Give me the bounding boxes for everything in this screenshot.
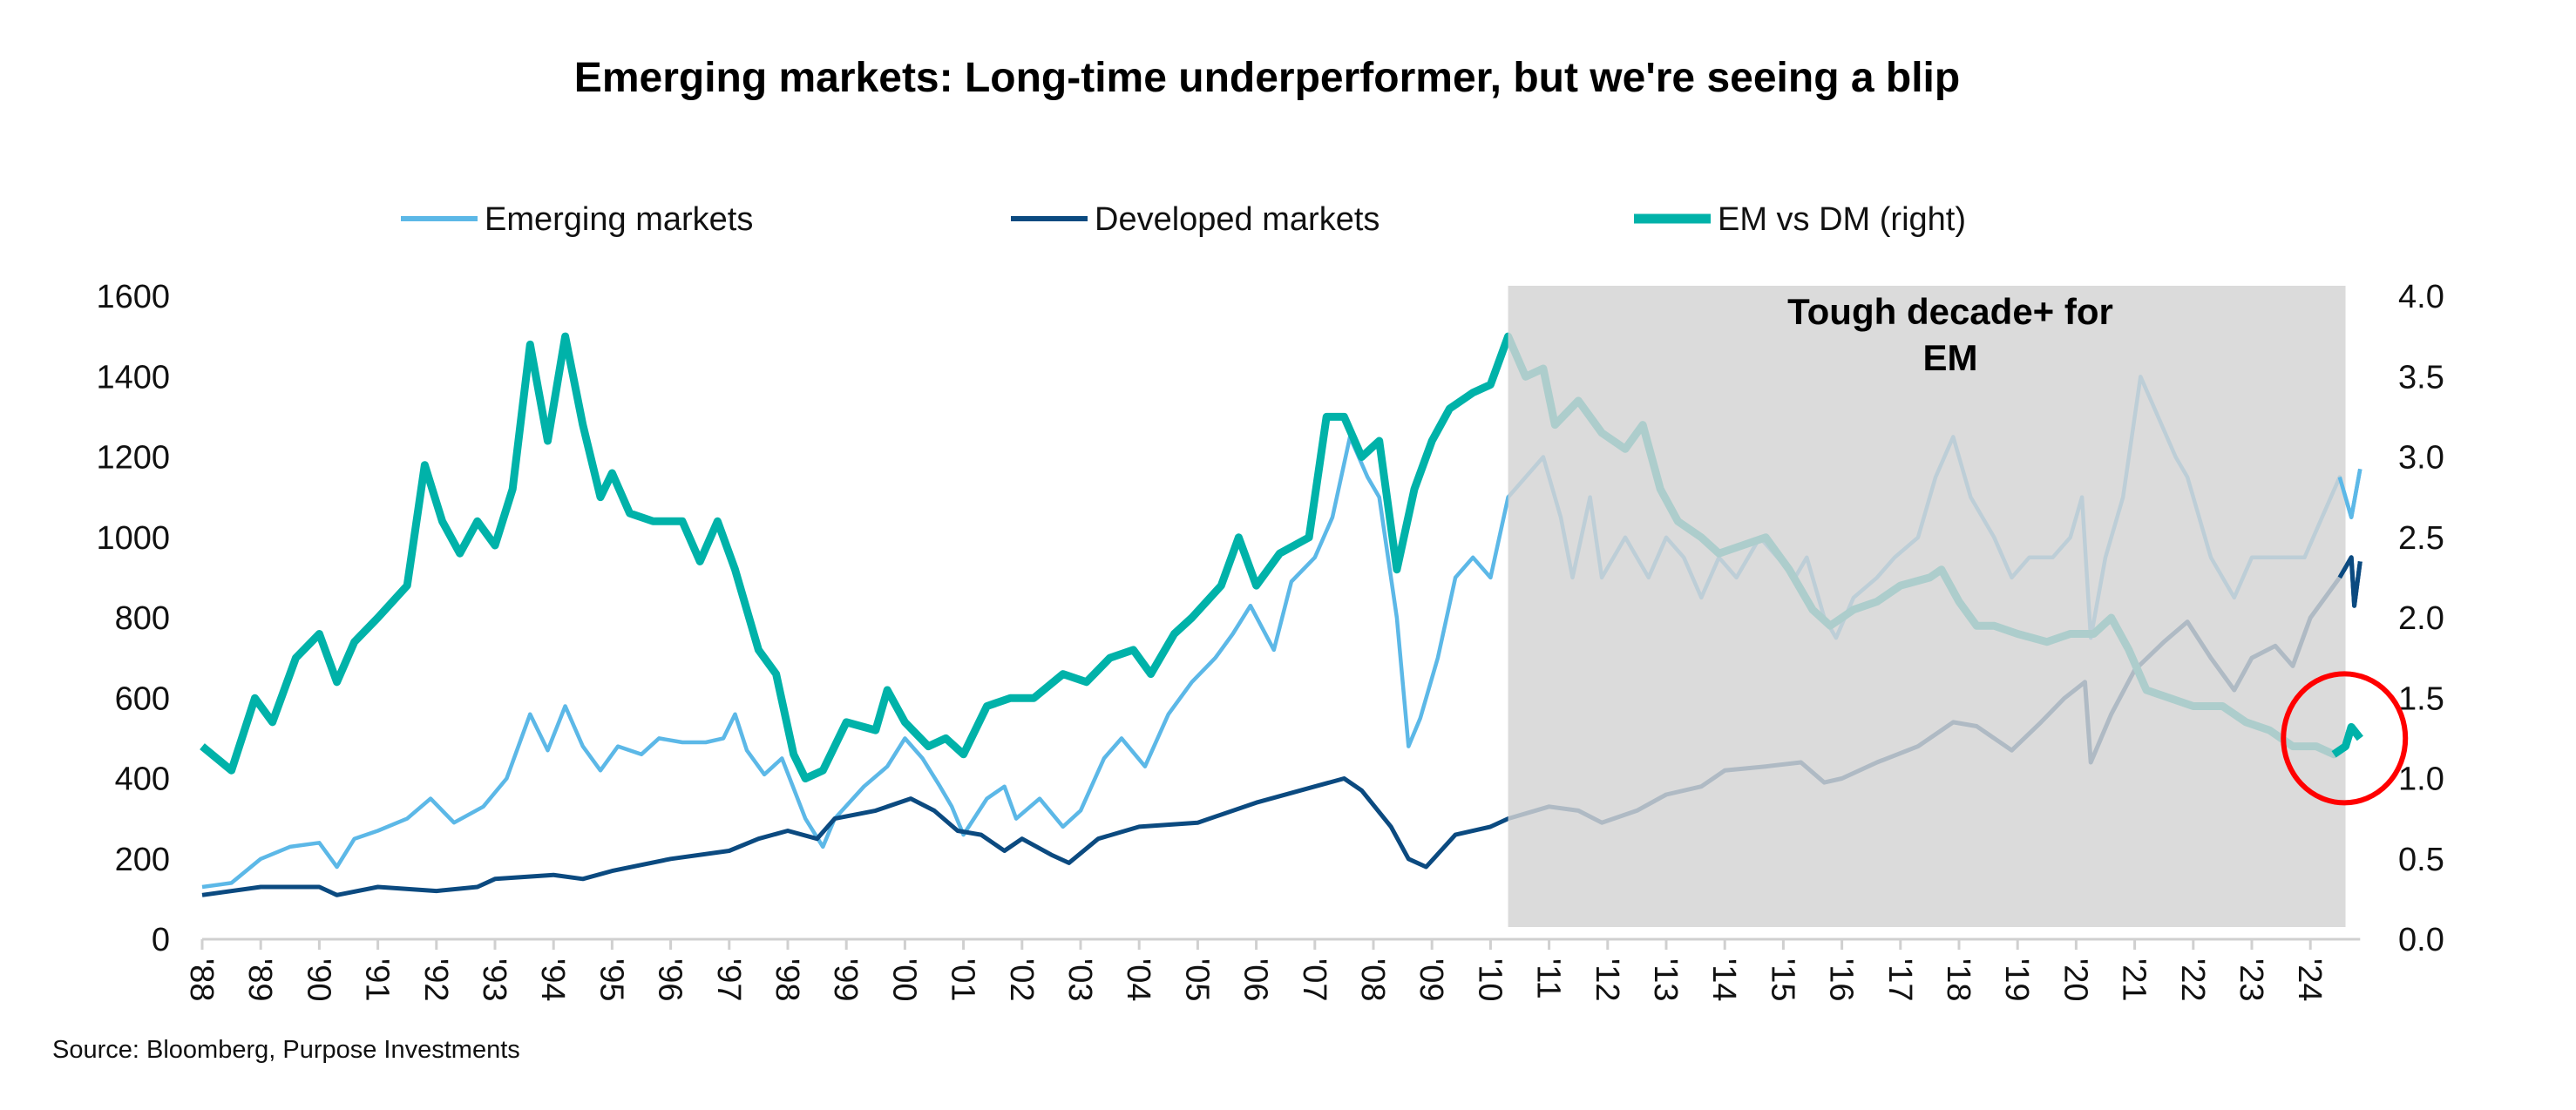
- y-right-tick-label: 0.0: [2398, 922, 2444, 958]
- x-tick-label: '19: [1998, 958, 2035, 1002]
- y-right-tick-label: 0.5: [2398, 842, 2444, 878]
- y-right-tick-label: 2.0: [2398, 600, 2444, 637]
- x-tick-label: '89: [241, 958, 278, 1002]
- axes: '88 '89 '90 '91 '92 '93 '94 '95 '96 '97 '98 '99 '00 '…: [96, 279, 2444, 1002]
- y-left-tick-label: 800: [115, 600, 170, 637]
- x-tick-label: '98: [769, 958, 805, 1002]
- x-tick-label: '95: [593, 958, 629, 1002]
- x-tick-label: '23: [2233, 958, 2269, 1002]
- annotation-line-1: Tough decade+ for: [1787, 291, 2113, 332]
- x-tick-label: '88: [183, 958, 220, 1002]
- series-tail-2: [2337, 555, 2362, 608]
- y-left-tick-label: 1000: [96, 520, 170, 557]
- x-tick-label: '15: [1764, 958, 1800, 1002]
- x-tick-label: '17: [1881, 958, 1918, 1002]
- x-tick-label: '21: [2116, 958, 2152, 1002]
- y-right-tick-label: 2.5: [2398, 520, 2444, 557]
- y-right-tick-label: 3.5: [2398, 359, 2444, 396]
- x-tick-label: '05: [1178, 958, 1215, 1002]
- highlight-circle: [2281, 671, 2409, 806]
- x-tick-label: '97: [710, 958, 747, 1002]
- legend-label-2: Developed markets: [1095, 201, 1380, 238]
- y-left-tick-label: 200: [115, 842, 170, 878]
- x-tick-label: '20: [2057, 958, 2093, 1002]
- x-tick-label: '08: [1354, 958, 1391, 1002]
- y-right-tick-label: 1.5: [2398, 680, 2444, 717]
- x-tick-label: '06: [1237, 958, 1274, 1002]
- chart-title: Emerging markets: Long-time underperform…: [574, 55, 1960, 101]
- x-tick-label: '99: [827, 958, 864, 1002]
- y-left-tick-label: 0: [152, 922, 170, 958]
- x-tick-label: '92: [417, 958, 454, 1002]
- legend-label-3: EM vs DM (right): [1718, 201, 1966, 238]
- x-tick-label: '03: [1061, 958, 1098, 1002]
- x-tick-label: '00: [885, 958, 922, 1002]
- x-tick-label: '93: [476, 958, 512, 1002]
- shaded-region: [1508, 286, 2346, 927]
- x-tick-label: '24: [2291, 958, 2328, 1002]
- legend: Emerging markets Developed markets EM vs D…: [401, 201, 1966, 238]
- x-tick-label: '12: [1589, 958, 1625, 1002]
- legend-label-1: Emerging markets: [485, 201, 753, 238]
- x-tick-label: '14: [1705, 958, 1742, 1002]
- y-left-tick-label: 1400: [96, 359, 170, 396]
- series-tail-lines: [2331, 468, 2363, 758]
- x-tick-label: '91: [359, 958, 396, 1002]
- x-tick-label: '02: [1003, 958, 1040, 1002]
- x-tick-label: '18: [1940, 958, 1976, 1002]
- x-tick-label: '22: [2174, 958, 2211, 1002]
- x-tick-label: '13: [1647, 958, 1684, 1002]
- x-tick-label: '10: [1471, 958, 1508, 1002]
- y-left-tick-label: 400: [115, 761, 170, 798]
- y-left-tick-label: 1200: [96, 440, 170, 477]
- series-tail-3: [2331, 723, 2363, 758]
- y-left-tick-label: 1600: [96, 279, 170, 315]
- annotation-line-2: EM: [1923, 337, 1978, 378]
- x-tick-label: '01: [945, 958, 981, 1002]
- x-tick-label: '11: [1530, 958, 1567, 999]
- y-right-tick-label: 1.0: [2398, 761, 2444, 798]
- x-tick-label: '96: [652, 958, 688, 1002]
- x-tick-label: '90: [300, 958, 336, 1002]
- x-tick-label: '04: [1120, 958, 1156, 1002]
- y-right-tick-label: 4.0: [2398, 279, 2444, 315]
- x-tick-label: '94: [534, 958, 571, 1002]
- x-tick-label: '07: [1296, 958, 1332, 1002]
- y-right-tick-label: 3.0: [2398, 440, 2444, 477]
- x-tick-label: '09: [1413, 958, 1449, 1002]
- x-tick-label: '16: [1823, 958, 1860, 1002]
- y-left-tick-label: 600: [115, 680, 170, 717]
- source-note: Source: Bloomberg, Purpose Investments: [52, 1036, 520, 1064]
- series-tail-1: [2337, 468, 2362, 519]
